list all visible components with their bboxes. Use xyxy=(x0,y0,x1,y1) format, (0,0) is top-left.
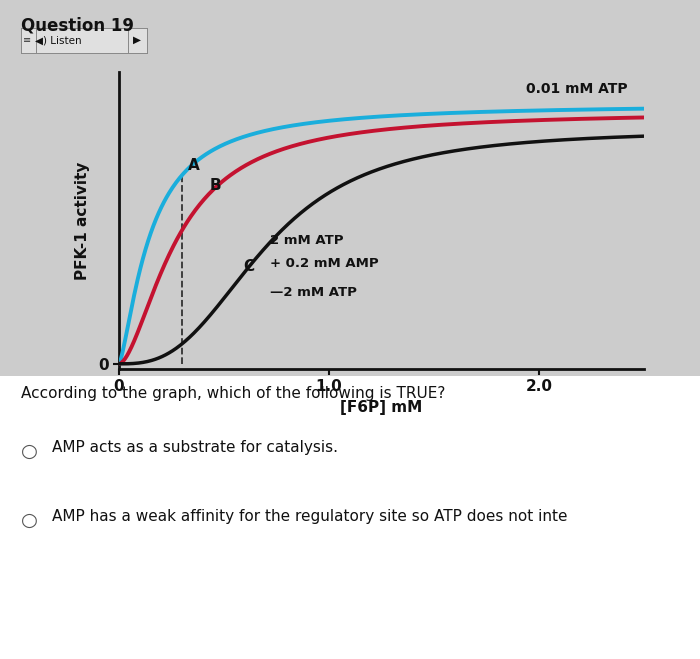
Text: ▶: ▶ xyxy=(133,35,141,45)
Text: —2 mM ATP: —2 mM ATP xyxy=(270,286,357,299)
Text: AMP acts as a substrate for catalysis.: AMP acts as a substrate for catalysis. xyxy=(52,440,339,455)
Text: + 0.2 mM AMP: + 0.2 mM AMP xyxy=(270,257,379,270)
X-axis label: [F6P] mM: [F6P] mM xyxy=(340,400,423,415)
Y-axis label: PFK-1 activity: PFK-1 activity xyxy=(75,161,90,280)
Text: Question 19: Question 19 xyxy=(21,16,134,34)
Text: ≡: ≡ xyxy=(23,35,32,45)
Text: 0.01 mM ATP: 0.01 mM ATP xyxy=(526,82,627,96)
Text: ○: ○ xyxy=(21,442,38,461)
Text: ◀) Listen: ◀) Listen xyxy=(36,35,82,45)
Text: 2 mM ATP: 2 mM ATP xyxy=(270,234,344,246)
Text: AMP has a weak affinity for the regulatory site so ATP does not inte: AMP has a weak affinity for the regulato… xyxy=(52,509,568,525)
Text: A: A xyxy=(188,158,200,173)
Text: According to the graph, which of the following is TRUE?: According to the graph, which of the fol… xyxy=(21,386,445,401)
Text: ○: ○ xyxy=(21,511,38,530)
Text: B: B xyxy=(209,178,221,193)
Text: C: C xyxy=(243,259,254,274)
